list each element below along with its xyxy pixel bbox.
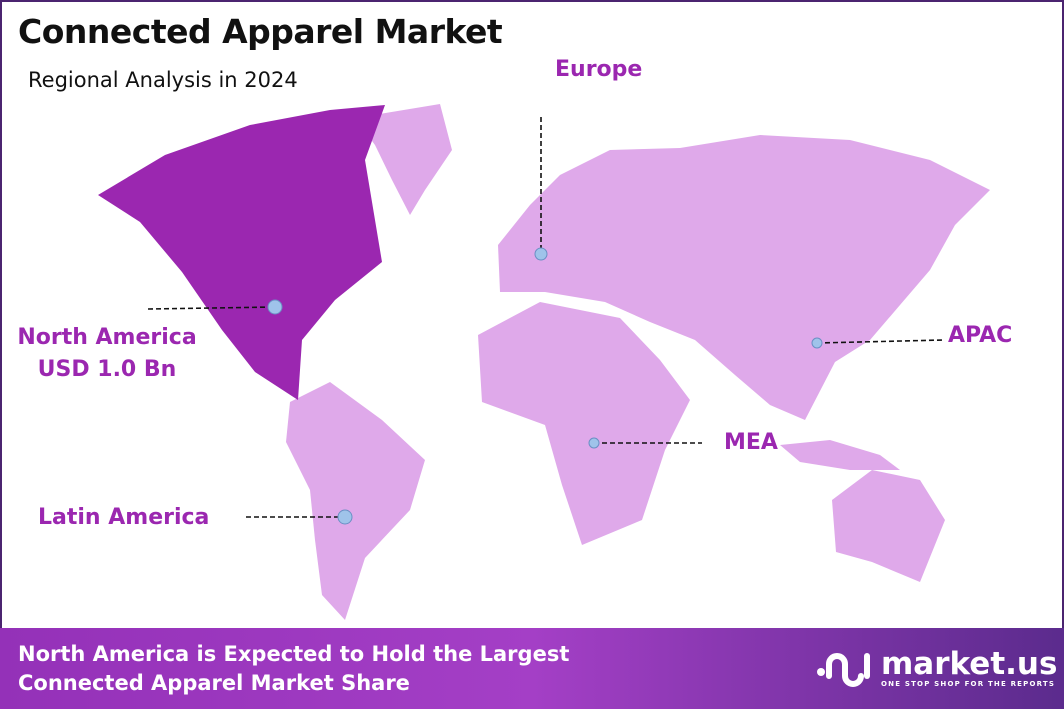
europe-label: Europe: [555, 57, 643, 82]
north-america-value: USD 1.0 Bn: [37, 357, 177, 382]
page-title: Connected Apparel Market: [18, 12, 503, 51]
indonesia-shape: [780, 440, 900, 470]
footer-text: North America is Expected to Hold the La…: [18, 640, 569, 698]
mea-marker: [588, 437, 600, 449]
apac-leader-line: [816, 339, 945, 344]
north-america-label: North America USD 1.0 Bn: [12, 322, 202, 386]
africa-shape: [478, 302, 690, 545]
logo-mark-icon: [817, 653, 870, 687]
apac-label: APAC: [948, 323, 1013, 348]
logo-tagline: ONE STOP SHOP FOR THE REPORTS: [881, 680, 1056, 688]
market-us-logo: market.us ONE STOP SHOP FOR THE REPORTS: [815, 646, 1057, 690]
mea-label: MEA: [724, 430, 778, 455]
north-america-shape: [98, 105, 385, 400]
eurasia-shape: [498, 135, 990, 420]
page-subtitle: Regional Analysis in 2024: [28, 68, 298, 92]
europe-marker: [534, 247, 548, 261]
north-america-marker: [267, 299, 283, 315]
australia-shape: [832, 470, 945, 582]
north-america-name: North America: [17, 325, 197, 350]
apac-marker: [811, 337, 823, 349]
north-america-leader-line: [147, 306, 276, 310]
greenland-shape: [355, 104, 452, 215]
latin-america-label: Latin America: [38, 505, 210, 530]
footer-line-1: North America is Expected to Hold the La…: [18, 642, 570, 666]
south-america-shape: [286, 382, 425, 620]
logo-name: market.us: [881, 646, 1058, 682]
footer-banner: North America is Expected to Hold the La…: [0, 628, 1064, 709]
footer-line-2: Connected Apparel Market Share: [18, 671, 410, 695]
latin-america-marker: [337, 509, 353, 525]
